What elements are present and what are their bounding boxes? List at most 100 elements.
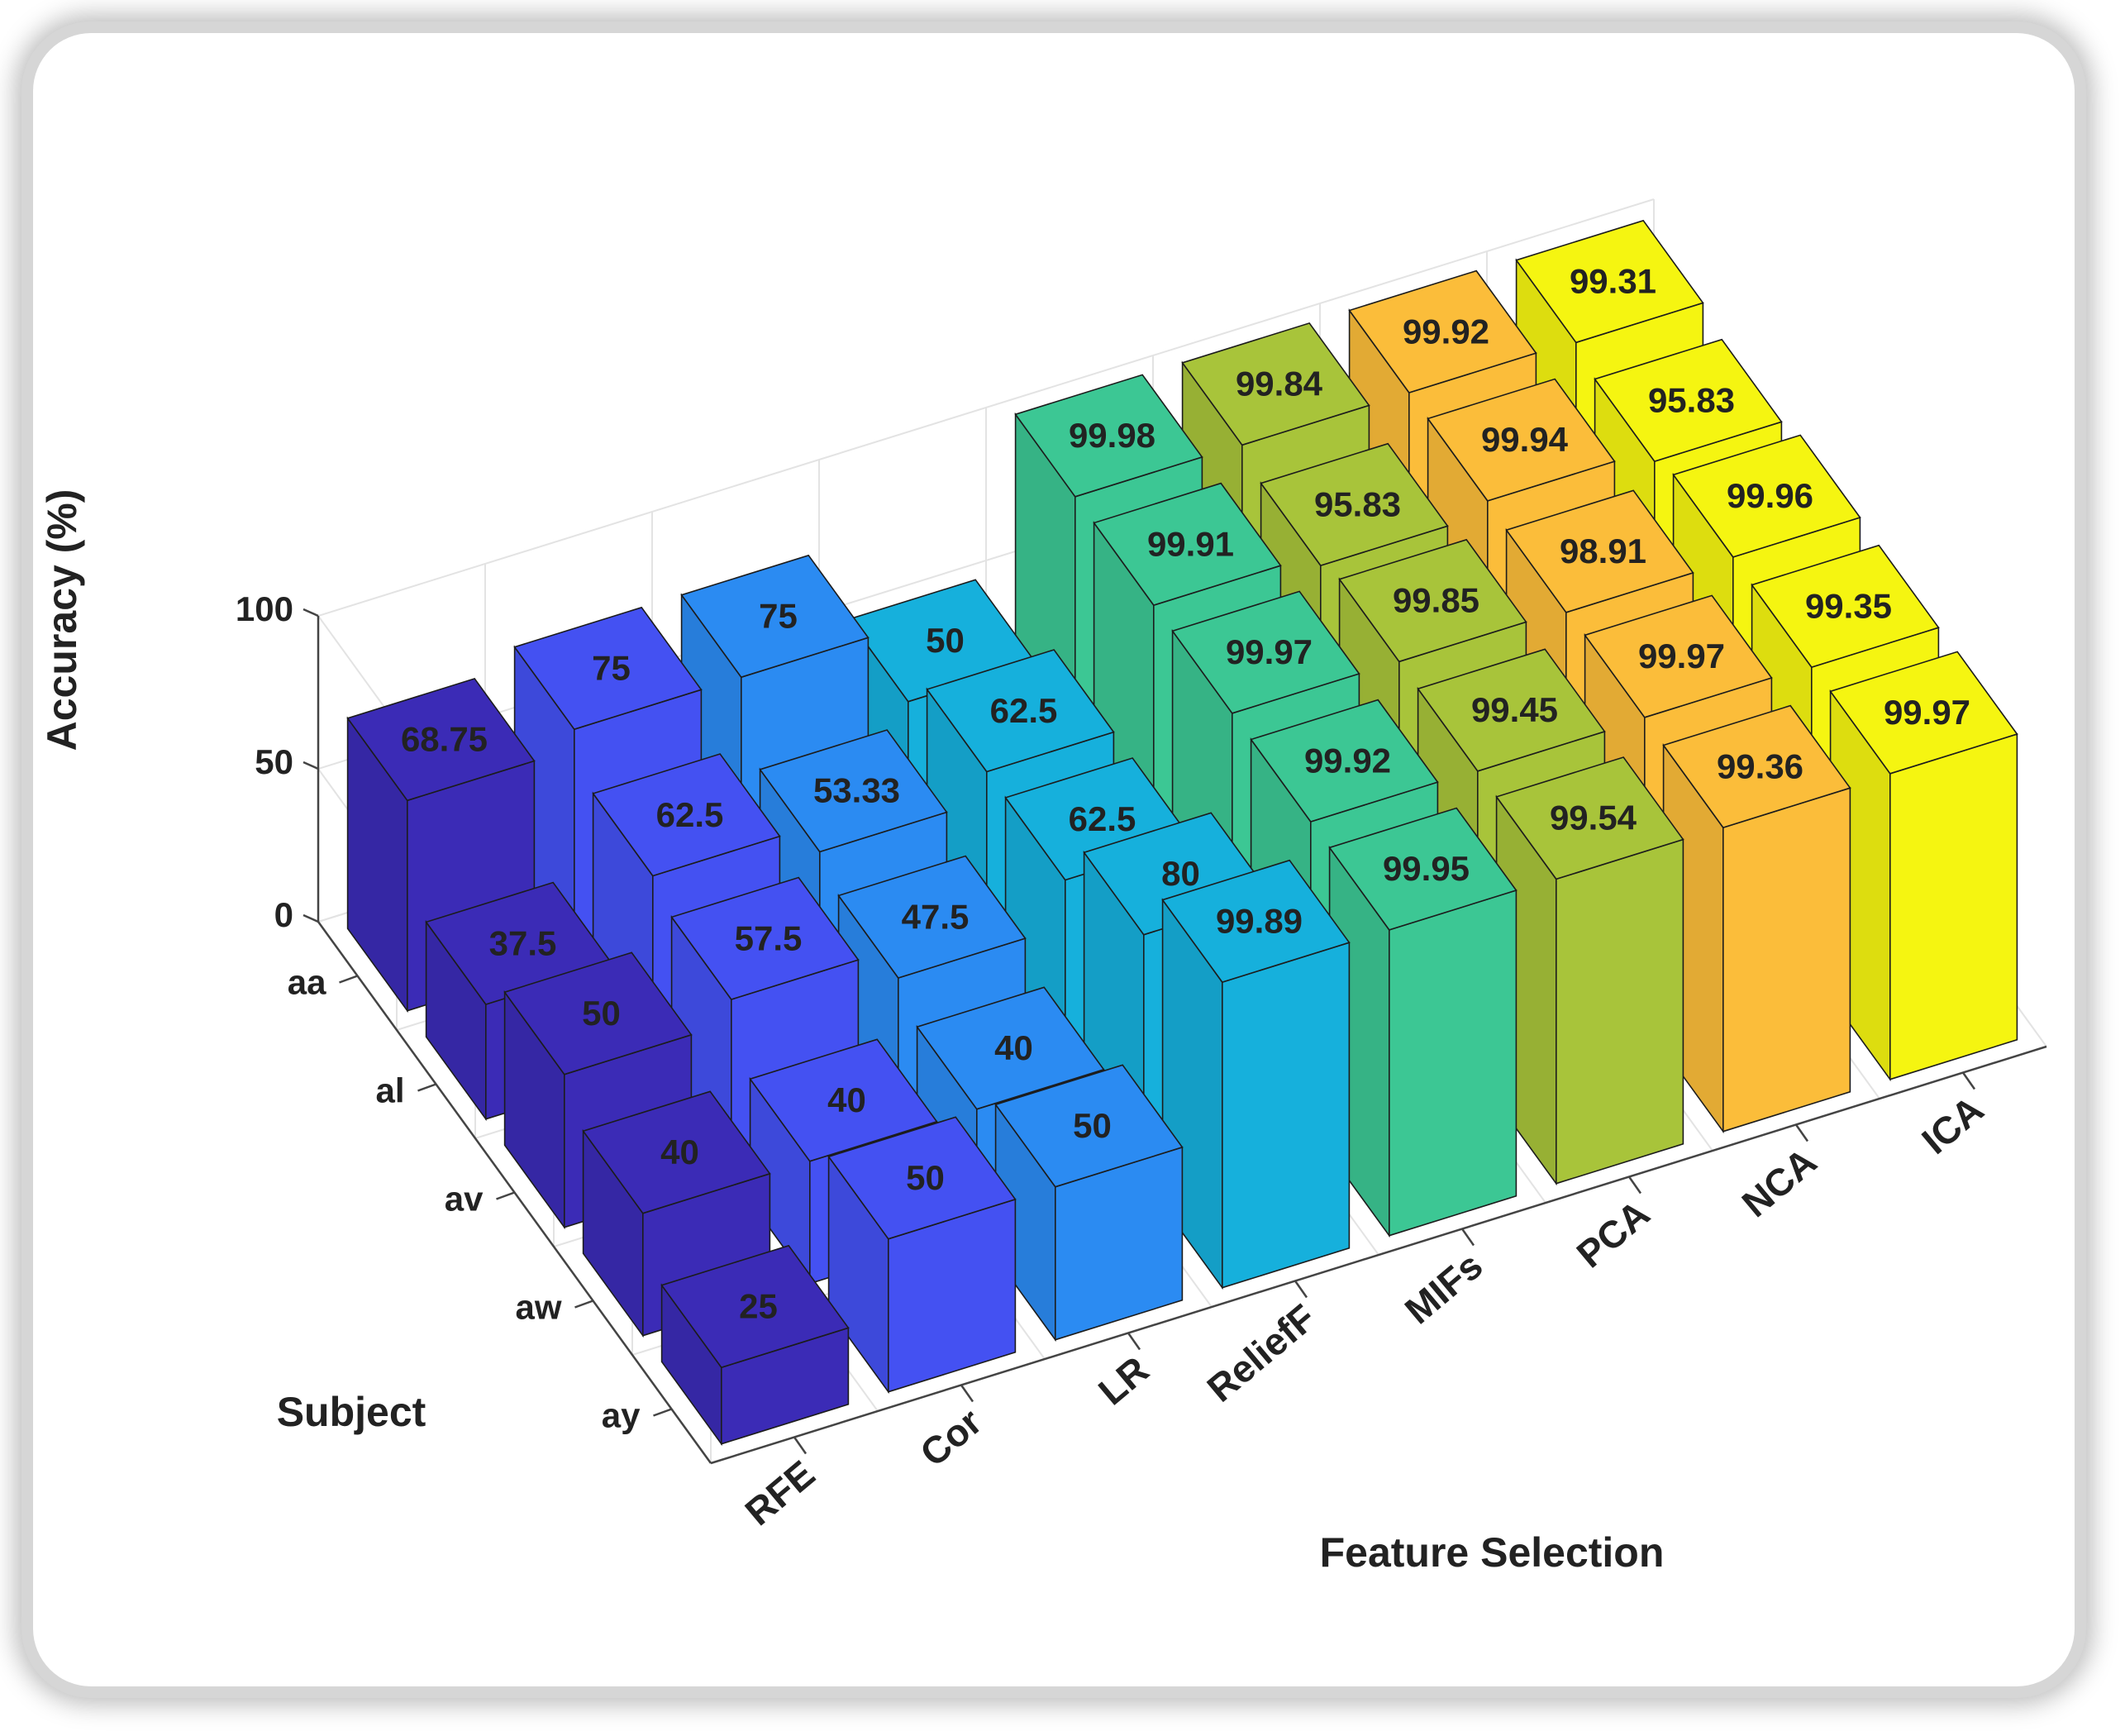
bar-value-label: 40 [827,1080,866,1119]
bar: 50 [994,1064,1184,1343]
bar-top-face [582,1090,771,1214]
x-tick-label: Cor [912,1400,989,1475]
bar-top-face [1014,374,1203,498]
z-tick-label: 100 [236,589,293,628]
bar-value-label: 75 [592,649,631,688]
y-tick-label: aw [515,1288,561,1327]
bar-front-face [1556,838,1684,1185]
bar-top-face [759,729,948,853]
x-tick-label: NCA [1734,1139,1825,1225]
bar-front-face [1389,889,1518,1237]
bar-top-face [926,649,1115,773]
bar-top-face [827,1116,1017,1240]
bar-top-face [670,876,860,1000]
x-tick-label: LR [1090,1347,1156,1413]
bar-value-label: 50 [582,994,621,1033]
bar-top-face [1427,378,1616,502]
bar-top-face [1417,648,1606,772]
bar-value-label: 62.5 [1069,799,1136,838]
bar-value-label: 95.83 [1314,484,1401,523]
x-tick [1127,1332,1141,1351]
bar: 99.89 [1161,859,1351,1290]
x-tick-label: MIFs [1397,1243,1491,1332]
bar-value-label: 99.96 [1727,476,1813,515]
bar-value-label: 99.54 [1550,799,1637,837]
bar-value-label: 99.94 [1481,420,1569,459]
x-tick-label: ICA [1913,1087,1991,1162]
x-tick-label: RFE [737,1452,823,1533]
bar: 99.97 [1829,651,2018,1082]
bar-top-face [1250,699,1439,823]
x-tick [1460,1228,1475,1247]
bar-top-face [749,1038,938,1162]
bar-value-label: 40 [994,1028,1033,1067]
bar-value-label: 99.92 [1304,741,1391,780]
bar-value-label: 80 [1161,854,1200,893]
bar-top-face [680,554,870,679]
bar-front-face [1722,787,1851,1133]
z-tick-label: 50 [255,742,293,781]
bar-value-label: 99.91 [1147,524,1234,563]
bar-top-face [660,1244,850,1369]
y-tick [574,1300,593,1309]
x-tick [1627,1176,1642,1195]
y-tick-label: aa [288,963,326,1002]
bar: 99.36 [1662,704,1851,1134]
z-tick [303,761,319,770]
bar-value-label: 50 [1073,1106,1112,1145]
bar-value-label: 57.5 [735,918,803,957]
x-tick [1294,1280,1308,1299]
bar-top-face [994,1064,1184,1188]
bar-top-face [1348,269,1537,393]
y-tick-label: ay [602,1396,641,1435]
bar-value-label: 75 [759,597,798,636]
bar-top-face [1093,482,1282,607]
bar-value-label: 99.36 [1717,746,1803,785]
bar-top-face [1171,590,1360,714]
bar-value-label: 68.75 [401,720,488,759]
bar-value-label: 99.84 [1236,365,1323,403]
bar: 99.95 [1328,807,1518,1238]
bar-value-label: 99.92 [1403,312,1489,351]
bar: 50 [827,1116,1017,1395]
bar: 25 [660,1244,850,1447]
bar-top-face [1584,594,1773,718]
z-tick [303,608,319,618]
x-tick-label: PCA [1569,1191,1658,1276]
bar-value-label: 99.97 [1226,632,1313,671]
bar-value-label: 62.5 [990,691,1058,730]
bar-value-label: 62.5 [656,795,724,834]
bar-value-label: 99.85 [1393,581,1479,620]
bar-value-label: 47.5 [902,897,970,936]
z-tick-label: 0 [274,895,293,934]
bar-value-label: 99.98 [1069,416,1155,455]
bar-top-face [592,753,781,877]
bar: 99.54 [1495,756,1684,1186]
bar-top-face [1515,219,1704,344]
bar-top-face [1594,338,1783,463]
bar-top-face [1495,756,1684,880]
x-tick [960,1384,974,1403]
bar-value-label: 99.97 [1638,637,1725,675]
bar-top-face [1161,859,1351,984]
bar-top-face [916,986,1105,1110]
y-axis-title: Subject [277,1389,426,1435]
bar-value-label: 50 [926,621,965,660]
bar-top-face [1672,434,1861,558]
bar-value-label: 25 [739,1287,778,1326]
y-tick-label: av [445,1180,484,1219]
z-axis-title: Accuracy (%) [39,489,85,751]
y-tick [653,1408,672,1417]
bar-value-label: 50 [906,1158,945,1197]
x-axis-title: Feature Selection [1320,1529,1665,1576]
z-tick [303,913,319,923]
bar-value-label: 37.5 [489,923,557,962]
x-tick [1794,1123,1809,1142]
bar-top-face [1181,322,1370,446]
bar-top-face [346,677,536,802]
bar-front-face [1222,942,1351,1289]
bar-value-label: 98.91 [1560,532,1646,570]
x-tick [793,1436,808,1455]
bar-top-face [1829,651,2018,775]
